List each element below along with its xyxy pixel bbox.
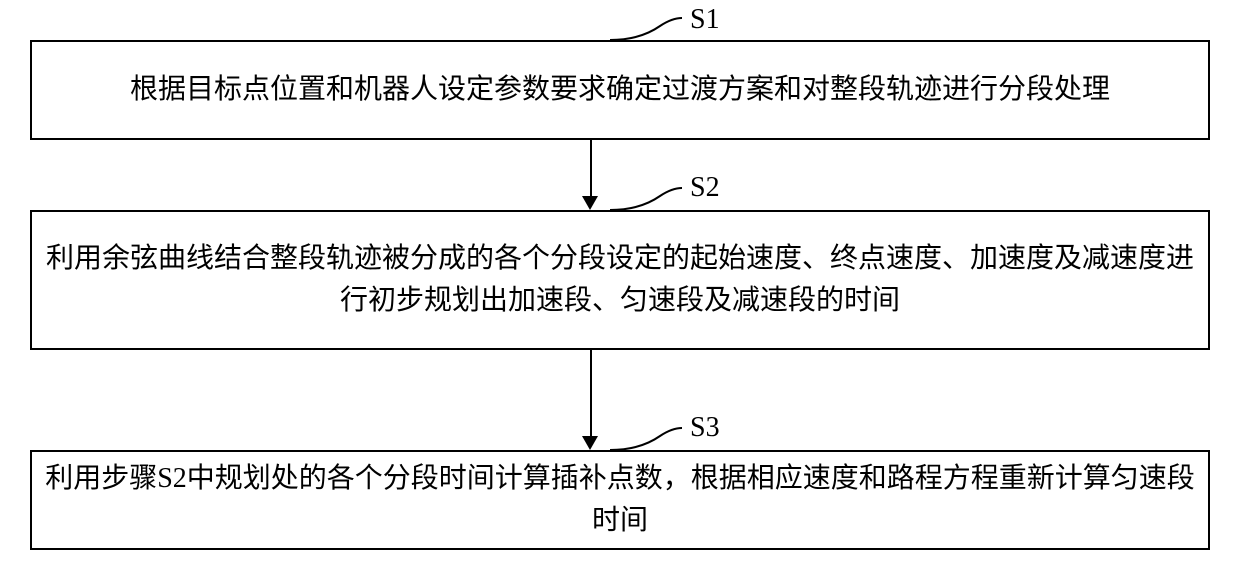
arrow-s1-s2 (590, 140, 592, 196)
leader-s3 (610, 422, 682, 450)
arrowhead-s1-s2 (582, 196, 598, 210)
leader-s1 (610, 12, 682, 40)
flow-step-s3-text: 利用步骤S2中规划处的各个分段时间计算插补点数，根据相应速度和路程方程重新计算匀… (44, 458, 1196, 542)
arrowhead-s2-s3 (582, 436, 598, 450)
leader-s2 (610, 182, 682, 210)
step-label-s2: S2 (690, 172, 720, 204)
arrow-s2-s3 (590, 350, 592, 436)
step-label-s1: S1 (690, 4, 720, 36)
flow-step-s1: 根据目标点位置和机器人设定参数要求确定过渡方案和对整段轨迹进行分段处理 (30, 40, 1210, 140)
step-label-s3: S3 (690, 412, 720, 444)
flow-step-s3: 利用步骤S2中规划处的各个分段时间计算插补点数，根据相应速度和路程方程重新计算匀… (30, 450, 1210, 550)
flow-step-s2-text: 利用余弦曲线结合整段轨迹被分成的各个分段设定的起始速度、终点速度、加速度及减速度… (44, 238, 1196, 322)
flow-step-s2: 利用余弦曲线结合整段轨迹被分成的各个分段设定的起始速度、终点速度、加速度及减速度… (30, 210, 1210, 350)
flow-step-s1-text: 根据目标点位置和机器人设定参数要求确定过渡方案和对整段轨迹进行分段处理 (130, 69, 1110, 111)
